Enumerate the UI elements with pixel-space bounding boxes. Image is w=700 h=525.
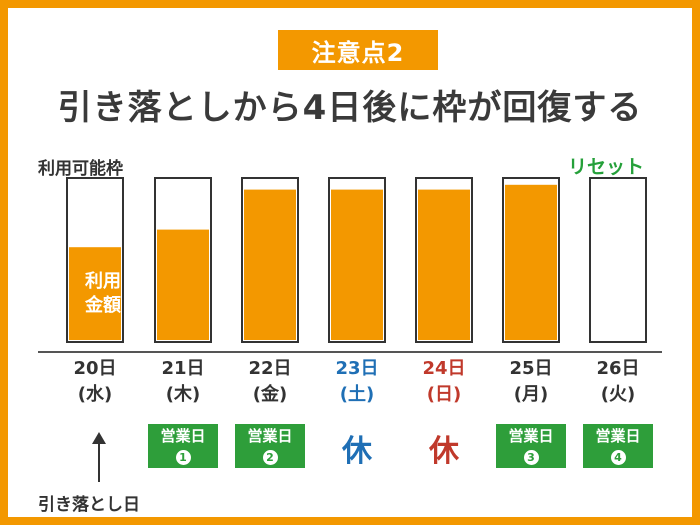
date-day: 24日 — [422, 358, 466, 379]
date-day: 23日 — [335, 358, 379, 379]
bar-fill — [331, 189, 383, 340]
business-day-badge: 営業日 1 — [148, 424, 218, 468]
date-day: 22日 — [248, 358, 292, 379]
date-label: 20日 (水) — [60, 356, 130, 408]
bar-fill — [418, 189, 470, 340]
business-day-number: 4 — [610, 450, 626, 465]
date-label: 24日 (日) — [409, 356, 479, 408]
page-title: 引き落としから4日後に枠が回復する — [57, 88, 643, 128]
business-day-text: 営業日 — [595, 427, 641, 445]
reset-label: リセット — [568, 156, 645, 178]
bar-fill — [244, 189, 296, 340]
holiday-label: 休 — [429, 434, 459, 469]
bar-fill — [69, 247, 121, 340]
date-label: 23日 (土) — [322, 356, 392, 408]
bar-fill — [505, 184, 557, 340]
date-day: 26日 — [596, 358, 640, 379]
holiday-label: 休 — [342, 434, 372, 469]
date-day: 25日 — [509, 358, 553, 379]
point-badge: 注意点2 — [278, 30, 438, 70]
withdrawal-day-label: 引き落とし日 — [38, 495, 140, 515]
date-weekday: (火) — [600, 384, 636, 405]
date-label: 26日 (火) — [583, 356, 653, 408]
date-label: 25日 (月) — [496, 356, 566, 408]
bar-chart — [38, 177, 662, 353]
date-label: 21日 (木) — [148, 356, 218, 408]
date-day: 21日 — [161, 358, 205, 379]
date-weekday: (月) — [513, 384, 549, 405]
date-weekday: (土) — [339, 384, 375, 405]
usage-label-line2: 金額 — [85, 295, 121, 316]
business-day-badge: 営業日 3 — [496, 424, 566, 468]
date-weekday: (水) — [77, 384, 113, 405]
arrow-line — [98, 440, 100, 482]
date-label: 22日 (金) — [235, 356, 305, 408]
bar-outline — [589, 177, 647, 343]
available-limit-label: 利用可能枠 — [38, 159, 123, 179]
business-day-number: 1 — [175, 450, 191, 465]
date-weekday: (日) — [426, 384, 462, 405]
usage-label-line1: 利用 — [85, 271, 121, 292]
date-day: 20日 — [73, 358, 117, 379]
up-arrow-icon — [92, 432, 106, 444]
business-day-text: 営業日 — [247, 427, 293, 445]
business-day-number: 3 — [523, 450, 539, 465]
business-day-badge: 営業日 2 — [235, 424, 305, 468]
business-day-text: 営業日 — [160, 427, 206, 445]
business-day-number: 2 — [262, 450, 278, 465]
date-weekday: (木) — [165, 384, 201, 405]
business-day-badge: 営業日 4 — [583, 424, 653, 468]
usage-amount-label: 利用 金額 — [75, 270, 131, 318]
bar-fill — [157, 229, 209, 340]
date-weekday: (金) — [252, 384, 288, 405]
business-day-text: 営業日 — [508, 427, 554, 445]
